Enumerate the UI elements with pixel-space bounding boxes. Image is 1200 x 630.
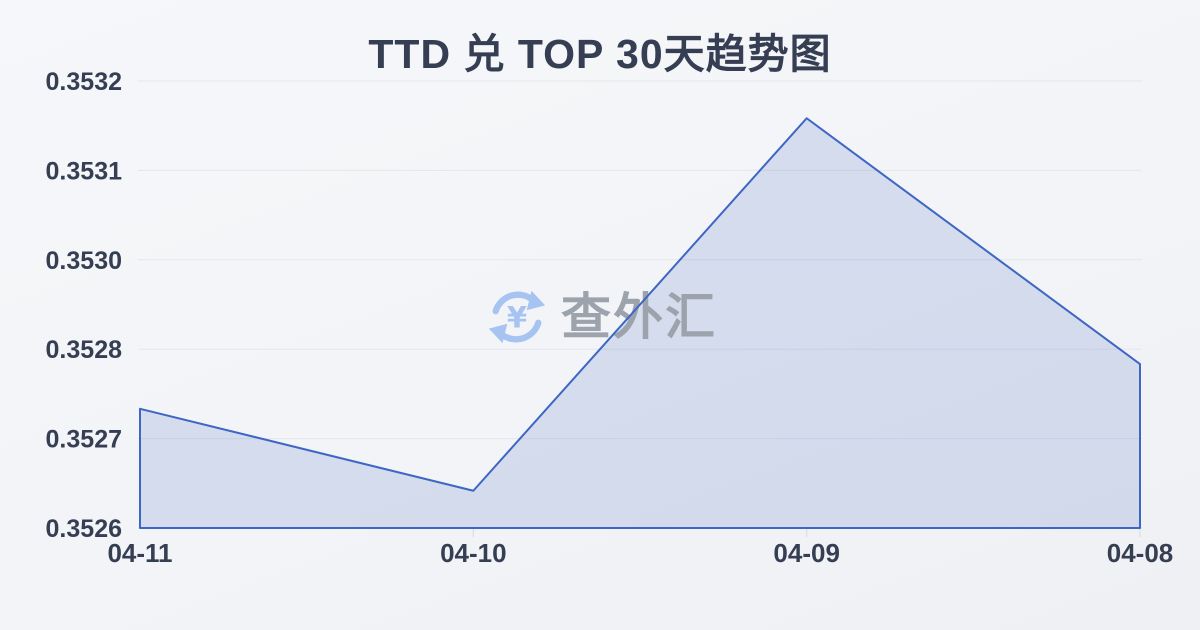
y-axis-label: 0.3528 (46, 336, 123, 364)
currency-exchange-icon: ¥ (488, 290, 546, 344)
y-axis-label: 0.3532 (46, 68, 122, 96)
yen-icon: ¥ (507, 301, 527, 335)
x-axis-label: 04-08 (1107, 538, 1174, 568)
watermark: ¥ 查外汇 (486, 286, 717, 348)
x-axis-label: 04-09 (773, 538, 840, 568)
page-title: TTD 兑 TOP 30天趋势图 (368, 31, 832, 77)
y-axis-label: 0.3531 (46, 157, 123, 185)
y-axis-label: 0.3530 (46, 247, 122, 275)
y-axis-label: 0.3527 (46, 426, 122, 454)
watermark-label: 查外汇 (561, 289, 717, 345)
y-axis-label: 0.3526 (46, 515, 122, 543)
x-axis-label: 04-10 (440, 538, 507, 568)
x-axis-label: 04-11 (107, 538, 172, 568)
